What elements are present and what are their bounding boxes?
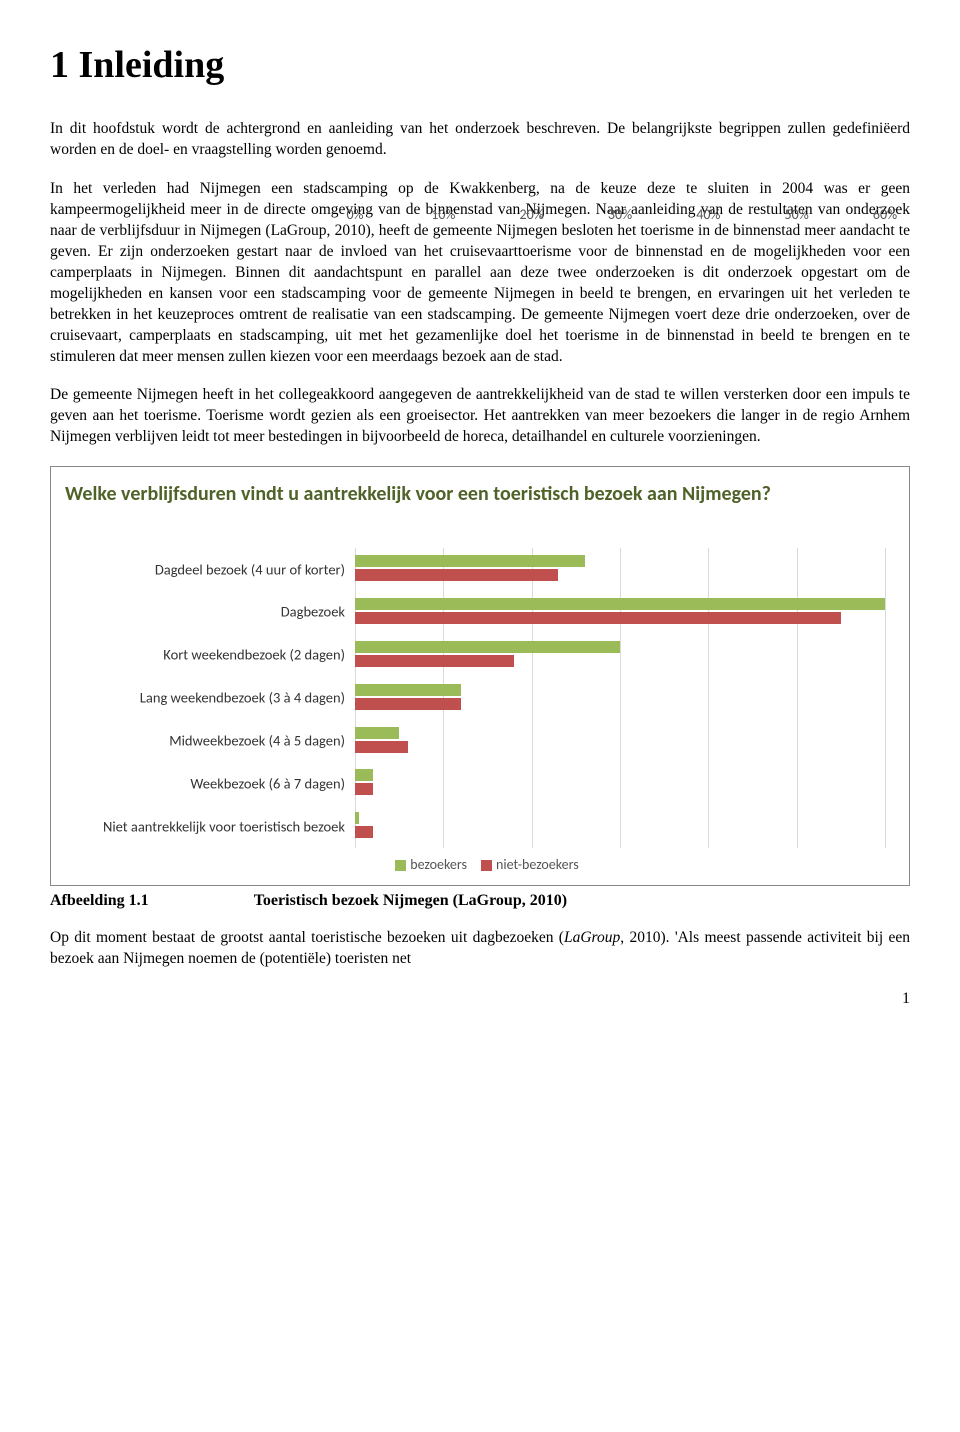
x-axis-tick-label: 40% [696, 206, 720, 225]
bar-niet-bezoekers [355, 783, 373, 795]
chart-row: Lang weekendbezoek (3 à 4 dagen) [355, 677, 885, 720]
chart-container: Welke verblijfsduren vindt u aantrekkeli… [50, 466, 910, 886]
category-label: Niet aantrekkelijk voor toeristisch bezo… [65, 818, 355, 835]
x-axis-tick-label: 20% [520, 206, 544, 225]
intro-paragraph-2: In het verleden had Nijmegen een stadsca… [50, 179, 910, 367]
x-axis: 0%10%20%30%40%50%60% [355, 526, 885, 548]
bar-bezoekers [355, 555, 585, 567]
category-label: Midweekbezoek (4 à 5 dagen) [65, 732, 355, 749]
category-label: Weekbezoek (6 à 7 dagen) [65, 775, 355, 792]
bar-niet-bezoekers [355, 698, 461, 710]
figure-caption-label: Afbeelding 1.1 [50, 890, 250, 912]
legend-label: bezoekers [410, 856, 467, 873]
bar-niet-bezoekers [355, 826, 373, 838]
chart-row: Dagbezoek [355, 591, 885, 634]
bar-bezoekers [355, 684, 461, 696]
bar-bezoekers [355, 727, 399, 739]
bar-niet-bezoekers [355, 569, 558, 581]
legend-label: niet-bezoekers [496, 856, 579, 873]
chart-row: Midweekbezoek (4 à 5 dagen) [355, 720, 885, 763]
x-axis-tick-label: 0% [346, 206, 363, 225]
category-label: Lang weekendbezoek (3 à 4 dagen) [65, 689, 355, 706]
bar-bezoekers [355, 598, 885, 610]
closing-text-a: Op dit moment bestaat de grootst aantal … [50, 929, 564, 946]
x-axis-tick-label: 30% [608, 206, 632, 225]
chart-plot-area: Dagdeel bezoek (4 uur of korter)Dagbezoe… [355, 548, 885, 848]
legend-swatch [395, 860, 406, 871]
bar-niet-bezoekers [355, 741, 408, 753]
category-label: Dagdeel bezoek (4 uur of korter) [65, 561, 355, 578]
category-label: Dagbezoek [65, 604, 355, 621]
bar-bezoekers [355, 769, 373, 781]
chart-row: Weekbezoek (6 à 7 dagen) [355, 762, 885, 805]
bar-niet-bezoekers [355, 655, 514, 667]
chart-row: Niet aantrekkelijk voor toeristisch bezo… [355, 805, 885, 848]
page-number: 1 [50, 988, 910, 1010]
x-axis-tick-label: 60% [873, 206, 897, 225]
bar-bezoekers [355, 641, 620, 653]
chart-row: Dagdeel bezoek (4 uur of korter) [355, 548, 885, 591]
intro-paragraph-1: In dit hoofdstuk wordt de achtergrond en… [50, 119, 910, 161]
chart-legend: bezoekers niet-bezoekers [65, 856, 895, 875]
bar-bezoekers [355, 812, 359, 824]
closing-paragraph: Op dit moment bestaat de grootst aantal … [50, 928, 910, 970]
bar-niet-bezoekers [355, 612, 841, 624]
x-axis-tick-label: 50% [785, 206, 809, 225]
figure-caption: Afbeelding 1.1 Toeristisch bezoek Nijmeg… [50, 890, 910, 912]
figure-caption-text: Toeristisch bezoek Nijmegen (LaGroup, 20… [254, 892, 567, 909]
chart-title: Welke verblijfsduren vindt u aantrekkeli… [65, 481, 895, 508]
closing-text-cite: LaGroup [564, 929, 620, 946]
intro-paragraph-3: De gemeente Nijmegen heeft in het colleg… [50, 385, 910, 448]
chart-row: Kort weekendbezoek (2 dagen) [355, 634, 885, 677]
page-heading: 1 Inleiding [50, 40, 910, 91]
x-axis-tick-label: 10% [431, 206, 455, 225]
gridline [885, 548, 886, 848]
legend-swatch [481, 860, 492, 871]
category-label: Kort weekendbezoek (2 dagen) [65, 647, 355, 664]
